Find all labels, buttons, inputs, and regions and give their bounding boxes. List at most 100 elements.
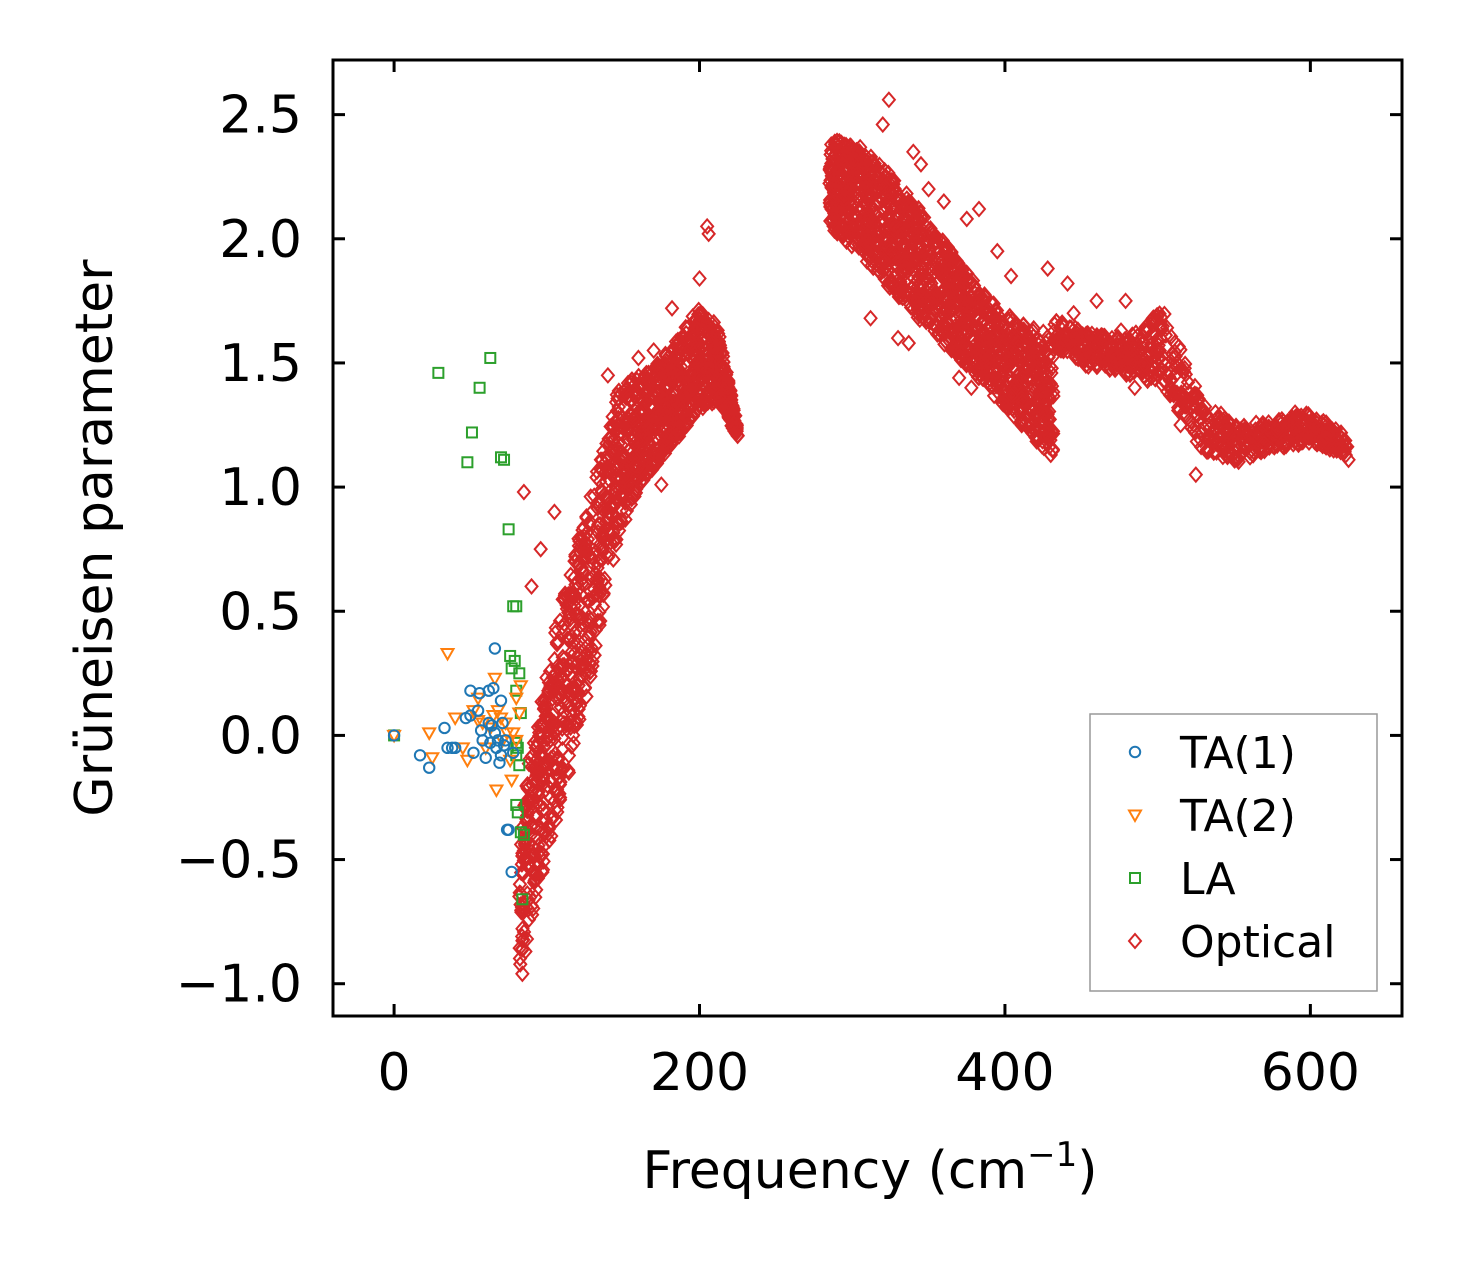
data-point-optical [561,764,577,782]
data-point-optical [547,724,563,742]
legend-label-la: LA [1180,854,1236,905]
data-point-optical [977,344,992,362]
data-point-la [461,456,474,469]
data-point-ta-1 [494,694,508,707]
data-point-optical [936,193,952,211]
data-point-optical [859,186,874,204]
data-point-optical [573,616,589,634]
data-point-optical [581,625,597,643]
data-point-optical [1300,418,1316,436]
data-point-optical [699,385,715,403]
data-point-optical [1159,319,1175,337]
data-point-optical [534,716,549,734]
data-point-optical [1312,434,1328,453]
data-point-optical [1014,321,1030,339]
data-point-optical [977,286,992,304]
data-point-la [502,523,515,536]
data-point-optical [854,199,870,217]
data-point-optical [712,388,727,406]
data-point-optical [612,449,627,467]
data-point-optical [570,687,586,705]
data-point-ta-1 [387,729,401,742]
data-point-optical [923,248,938,266]
data-point-optical [605,432,621,450]
x-tick-label: 200 [650,1043,749,1103]
data-point-optical [1328,420,1344,439]
data-point-optical [552,684,568,702]
data-point-optical [1328,438,1344,456]
data-point-ta-1 [413,749,427,762]
data-point-optical [607,531,622,549]
data-point-optical [975,361,991,379]
data-point-optical [826,211,841,230]
data-point-optical [916,309,931,327]
data-point-optical [609,479,625,497]
data-point-optical [645,412,660,430]
data-point-optical [1036,412,1052,430]
data-point-optical [1150,366,1165,384]
data-point-optical [1203,433,1219,451]
data-point-optical [901,204,917,223]
data-point-optical [832,167,848,185]
data-point-optical [823,198,838,216]
data-point-optical [1187,377,1203,395]
data-point-optical [1038,405,1053,423]
data-point-optical [892,220,907,238]
data-point-optical [996,345,1011,363]
data-point-optical [958,352,974,370]
data-point-optical [543,789,559,807]
data-point-optical [610,459,626,477]
data-point-optical [1276,437,1291,456]
series-ta-1 [387,642,520,879]
data-point-optical [1139,336,1154,354]
data-point-optical [536,838,551,856]
data-point-optical [964,379,979,397]
data-point-optical [695,374,710,392]
data-point-la [498,453,511,466]
data-point-optical [883,171,899,189]
data-point-optical [649,446,664,464]
data-point-optical [886,216,901,234]
data-point-optical [517,835,533,853]
data-point-optical [645,432,661,450]
data-point-optical [839,143,855,161]
data-point-optical [920,227,936,245]
data-point-optical [567,657,582,675]
data-point-optical [906,269,922,287]
data-point-ta-2 [490,705,506,719]
data-point-optical [668,426,684,444]
data-point-optical [614,501,630,519]
data-point-ta-1 [476,734,489,747]
data-point-optical [561,746,577,765]
data-point-optical [922,309,938,327]
data-point-optical [629,415,644,433]
data-point-optical [1217,445,1233,463]
data-point-optical [515,965,530,983]
data-point-optical [857,174,873,192]
data-point-ta-1 [467,746,480,759]
data-point-optical [637,366,652,384]
data-point-optical [914,208,930,226]
data-point-optical [1041,348,1056,366]
data-point-optical [1016,316,1031,334]
data-point-optical [527,828,542,846]
data-point-optical [961,340,977,358]
data-point-ta-1 [488,726,502,740]
data-point-optical [669,361,685,379]
data-point-optical [633,467,648,485]
data-point-optical [1009,362,1025,380]
data-point-optical [689,311,705,329]
data-point-optical [539,730,555,748]
data-point-optical [1126,351,1142,369]
data-point-optical [1280,412,1295,430]
data-point-optical [1113,322,1129,340]
data-point-optical [1248,414,1264,432]
data-point-optical [1150,341,1165,360]
data-point-optical [1144,369,1159,387]
data-point-optical [923,219,938,238]
data-point-optical [591,578,607,596]
data-point-optical [579,507,594,526]
data-point-optical [1173,341,1188,359]
data-point-optical [1146,313,1161,331]
